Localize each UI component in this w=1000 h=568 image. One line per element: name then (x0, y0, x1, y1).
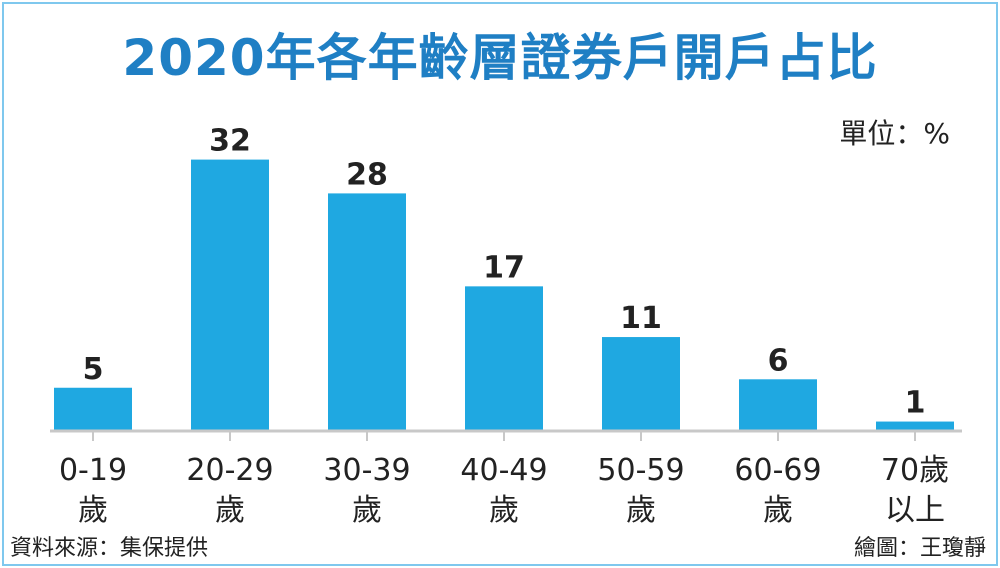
unit-label: 單位：% (839, 117, 950, 150)
category-label-3-1: 歲 (489, 493, 519, 528)
bar-2 (328, 193, 406, 430)
bar-3 (465, 286, 543, 430)
bar-4 (602, 337, 680, 430)
credit-note: 繪圖：王瓊靜 (853, 536, 986, 561)
category-label-6-1: 以上 (885, 493, 945, 528)
value-label-5: 6 (768, 343, 789, 378)
value-label-3: 17 (483, 250, 525, 285)
source-note: 資料來源：集保提供 (10, 536, 209, 561)
category-label-0-0: 0-19 (59, 453, 127, 488)
value-label-0: 5 (83, 352, 104, 387)
category-label-2-0: 30-39 (323, 453, 410, 488)
bar-1 (191, 159, 269, 430)
category-label-5-0: 60-69 (734, 453, 821, 488)
bar-0 (54, 387, 132, 430)
category-label-1-1: 歲 (215, 493, 245, 528)
category-label-2-1: 歲 (352, 493, 382, 528)
category-label-0-1: 歲 (78, 493, 108, 528)
category-label-4-0: 50-59 (597, 453, 684, 488)
value-label-1: 32 (209, 124, 251, 159)
value-label-4: 11 (620, 301, 662, 336)
bar-5 (739, 379, 817, 430)
category-label-5-1: 歲 (763, 493, 793, 528)
category-label-4-1: 歲 (626, 493, 656, 528)
bar-6 (876, 421, 954, 430)
chart-title: 2020年各年齡層證券戶開戶占比 (122, 29, 878, 87)
category-label-6-0: 70歲 (881, 453, 949, 488)
category-label-3-0: 40-49 (460, 453, 547, 488)
value-label-6: 1 (905, 386, 926, 421)
value-label-2: 28 (346, 157, 388, 192)
category-label-1-0: 20-29 (186, 453, 273, 488)
